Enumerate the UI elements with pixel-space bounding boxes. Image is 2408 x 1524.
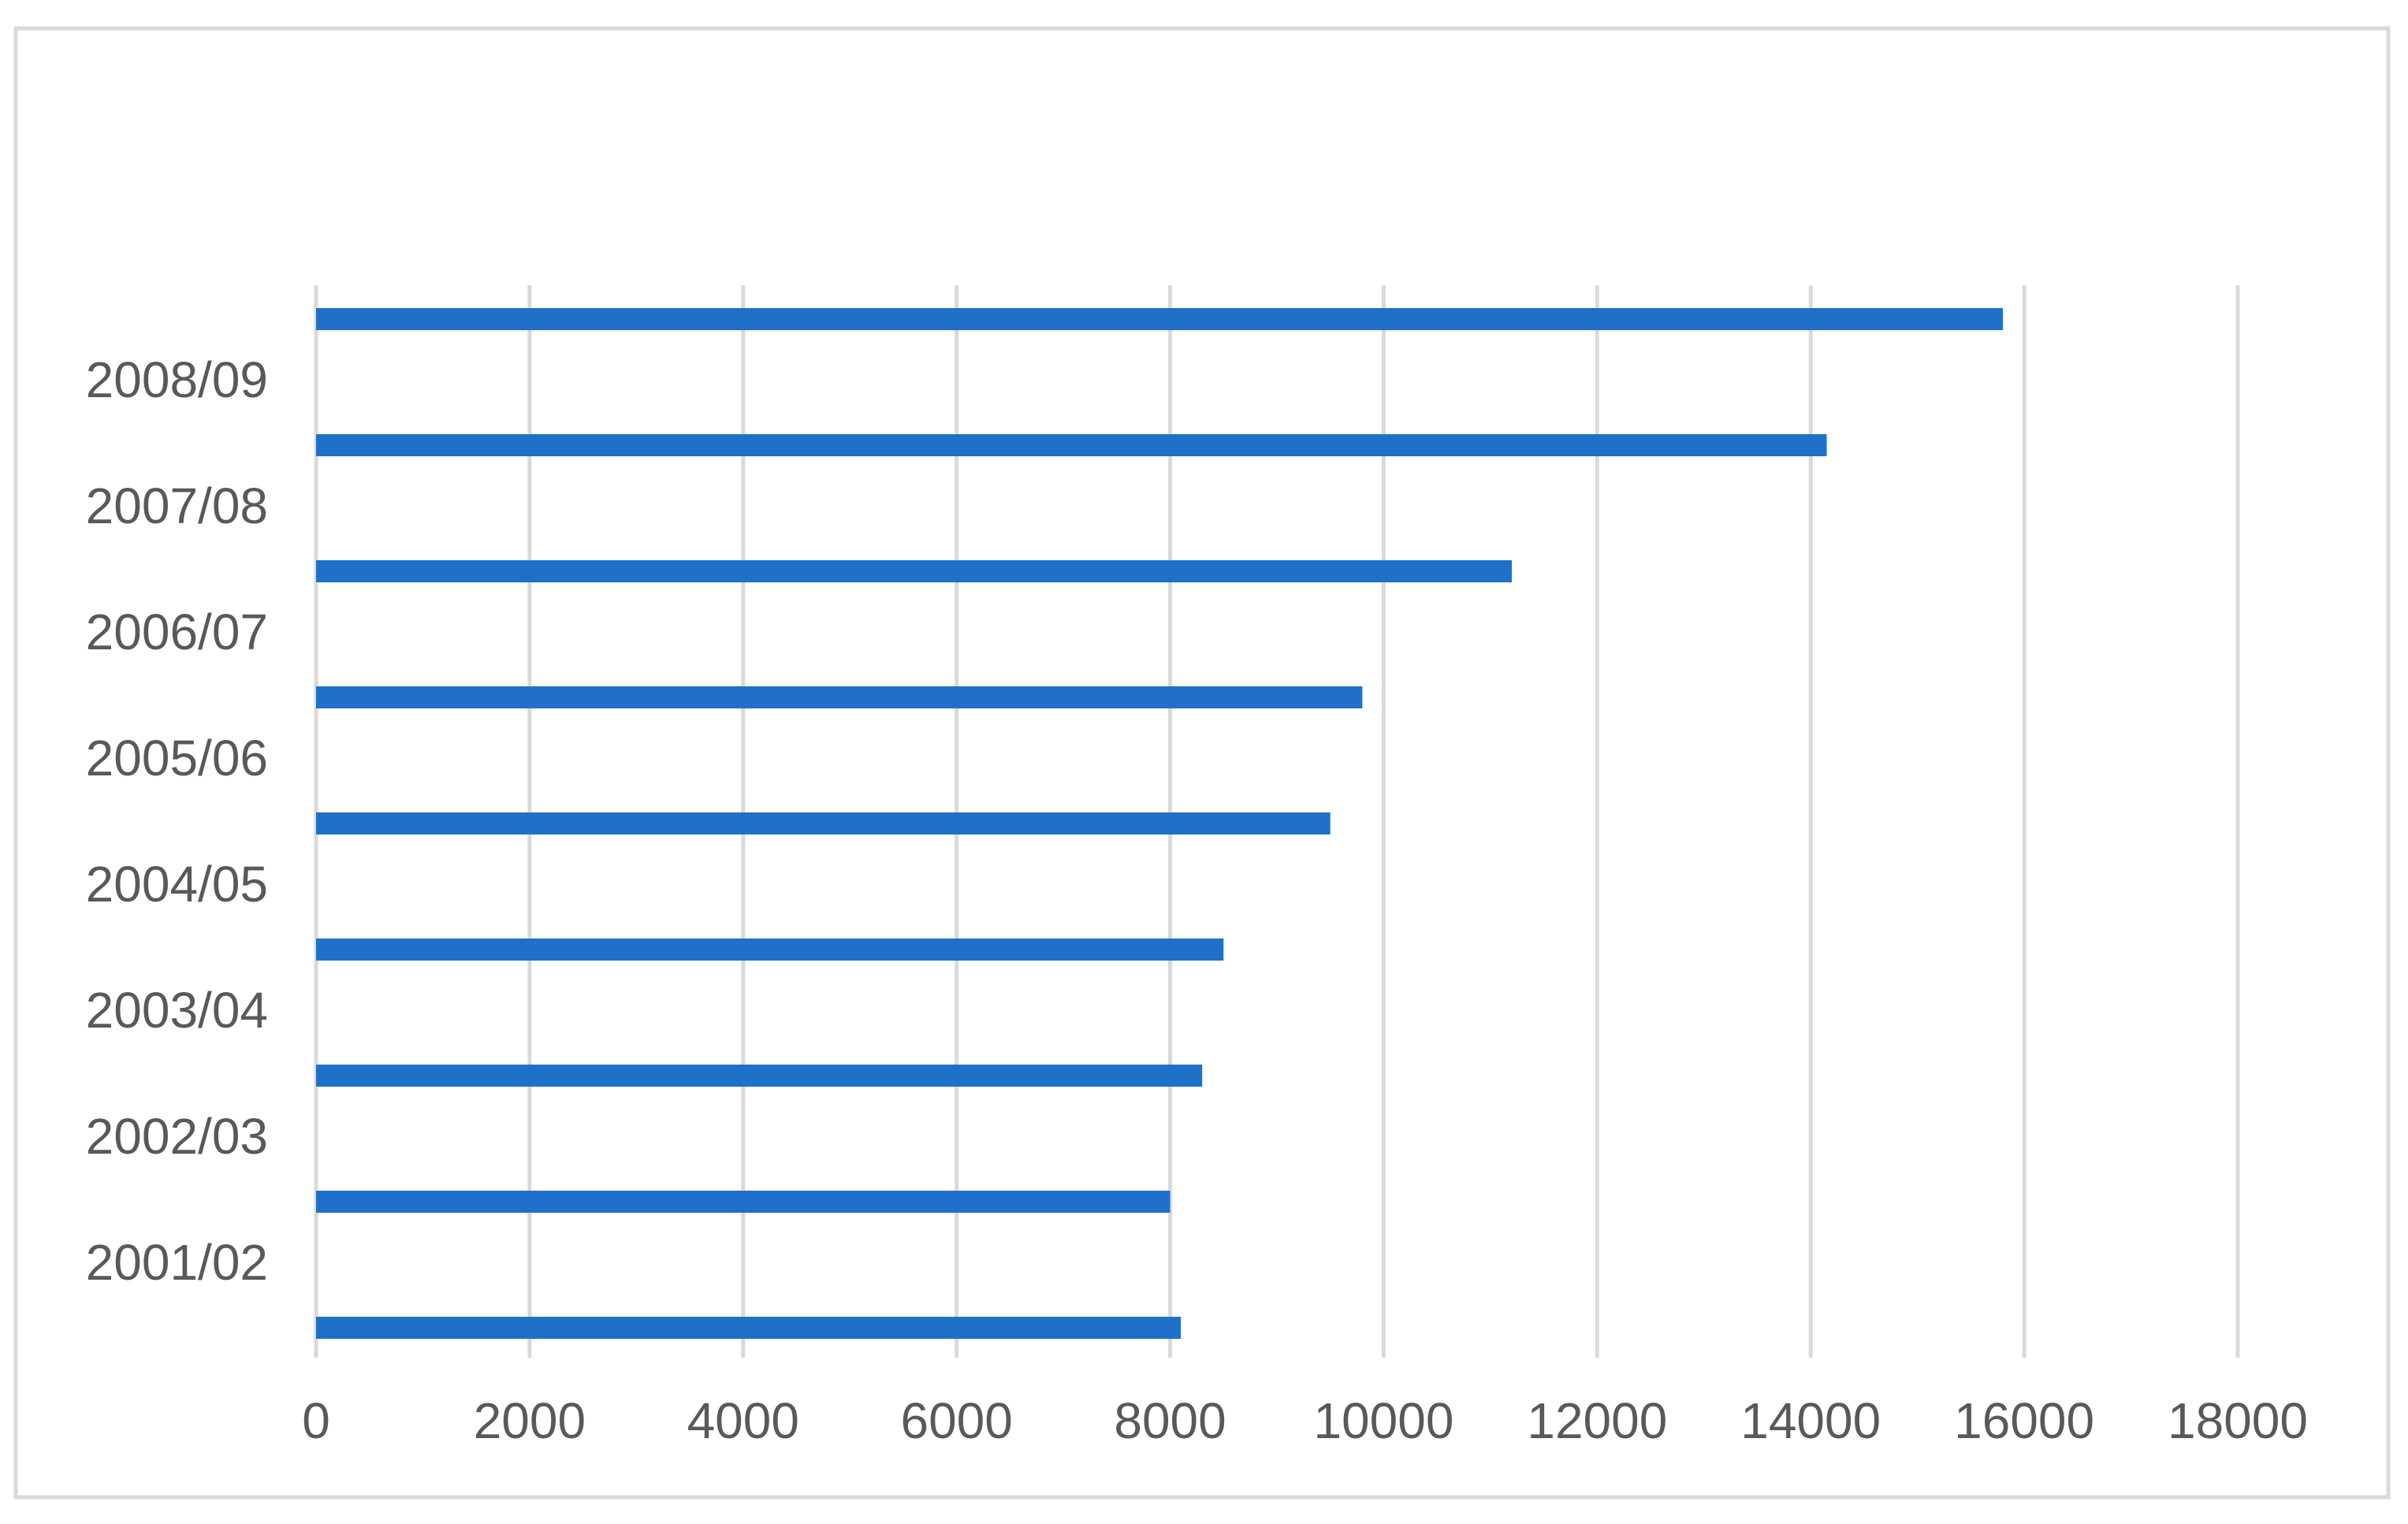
y-tick-label: 2005/06 [86, 730, 268, 786]
y-tick-label: 2006/07 [86, 604, 268, 660]
x-tick-label: 8000 [1114, 1392, 1226, 1449]
chart-border [13, 26, 2391, 1500]
bar [316, 812, 1331, 834]
x-tick-label: 0 [302, 1392, 330, 1449]
y-tick-label: 2004/05 [86, 856, 268, 913]
x-tick-label: 4000 [687, 1392, 799, 1449]
bar [316, 434, 1827, 456]
y-tick-label: 2003/04 [86, 982, 268, 1039]
bar [316, 1191, 1171, 1213]
bar [316, 1317, 1182, 1339]
x-tick-label: 2000 [474, 1392, 586, 1449]
x-tick-label: 14000 [1740, 1392, 1881, 1449]
x-tick-label: 12000 [1527, 1392, 1667, 1449]
x-tick-label: 6000 [900, 1392, 1012, 1449]
bar [316, 560, 1512, 582]
bar [316, 686, 1363, 708]
bar [316, 308, 2004, 330]
x-tick-label: 16000 [1954, 1392, 2094, 1449]
y-tick-label: 2007/08 [86, 478, 268, 534]
y-tick-label: 2001/02 [86, 1234, 268, 1291]
y-tick-label: 2002/03 [86, 1108, 268, 1165]
bar [316, 1065, 1203, 1087]
x-tick-label: 10000 [1313, 1392, 1453, 1449]
x-tick-label: 18000 [2168, 1392, 2308, 1449]
y-tick-label: 2008/09 [86, 351, 268, 408]
bar [316, 939, 1224, 961]
